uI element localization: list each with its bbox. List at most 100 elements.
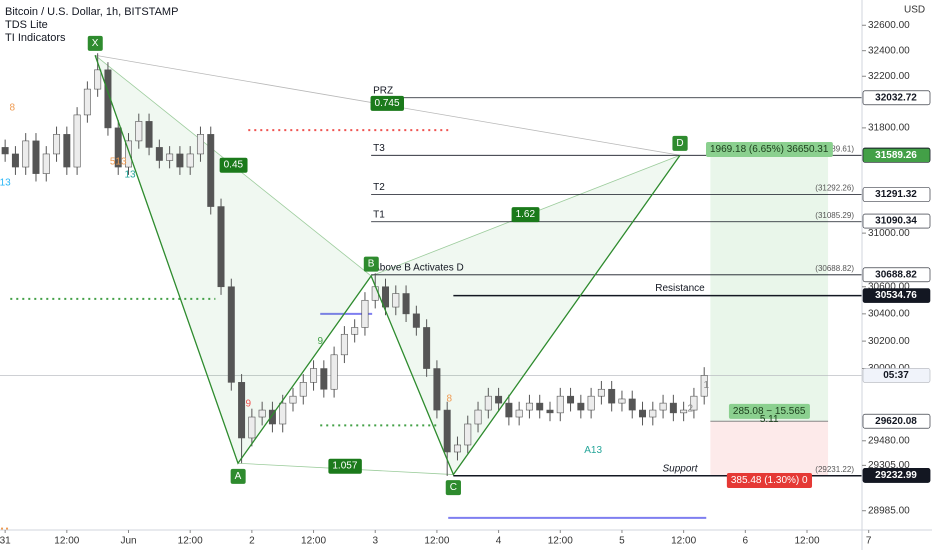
y-tick-label: 31000.00 xyxy=(868,228,910,239)
y-tick-label: 30200.00 xyxy=(868,336,910,347)
x-tick-label: 12:00 xyxy=(794,536,819,547)
candle-body xyxy=(258,409,266,418)
candle-body xyxy=(104,69,112,129)
level-label: T1 xyxy=(373,209,385,220)
x-tick-label: 12:00 xyxy=(548,536,573,547)
indicator-marker: 1 xyxy=(703,380,709,391)
x-tick-label: 12:00 xyxy=(424,536,449,547)
candle-body xyxy=(659,402,667,411)
x-tick-label: Jun xyxy=(120,536,136,547)
level-value: (30688.82) xyxy=(815,264,854,273)
x-tick-label: 31 xyxy=(0,536,11,547)
candle-body xyxy=(423,327,431,369)
stop-label: 385.48 (1.30%) 0 xyxy=(731,475,808,486)
candle-body xyxy=(207,134,215,207)
candle-body xyxy=(196,134,204,155)
candle-body xyxy=(690,395,698,411)
price-axis: 32600.00 32400.00 32200.00 31800.00 31000.00… xyxy=(0,20,931,547)
candle-body xyxy=(155,147,163,161)
candle-body xyxy=(618,398,626,404)
x-tick-label: 12:00 xyxy=(671,536,696,547)
indicator-marker: 2 xyxy=(688,403,694,414)
candle-body xyxy=(114,127,122,168)
level-label: T2 xyxy=(373,182,385,193)
candle-body xyxy=(412,313,420,328)
candle-body xyxy=(32,140,40,174)
stop-label-box xyxy=(726,472,813,488)
target-label-box xyxy=(706,141,833,157)
level-value: (31589.61) xyxy=(815,144,854,153)
candle-body xyxy=(525,402,533,411)
level-label: T3 xyxy=(373,143,385,154)
candle-body xyxy=(433,368,441,411)
pattern-point-label: B xyxy=(368,259,375,270)
candle-body xyxy=(536,402,544,411)
candle-body xyxy=(83,88,91,116)
indicator-name: TI Indicators xyxy=(5,32,66,44)
pattern-point-label: D xyxy=(676,138,683,149)
candle-body xyxy=(279,402,287,425)
indicator-marker: 513 xyxy=(110,156,127,167)
y-tick-label: 29305.00 xyxy=(868,460,910,471)
ratio-label: 0.745 xyxy=(375,98,400,109)
pattern-point-label: A xyxy=(235,471,242,482)
x-tick-label: 12:00 xyxy=(54,536,79,547)
y-tick-label: 30400.00 xyxy=(868,308,910,319)
pattern-point-label: X xyxy=(92,38,99,49)
candle-body xyxy=(176,153,184,168)
candle-body xyxy=(546,409,554,414)
candle-body xyxy=(649,409,657,418)
y-tick-label: 30600.00 xyxy=(868,281,910,292)
candle-body xyxy=(556,395,564,414)
y-tick-label: 32200.00 xyxy=(868,71,910,82)
ratio-label-box xyxy=(370,95,404,111)
price-tag-label: 29232.99 xyxy=(875,470,917,481)
level-label: PRZ xyxy=(373,85,393,96)
x-tick-label: 12:00 xyxy=(178,536,203,547)
ratio-label: 1.057 xyxy=(332,461,357,472)
price-tag xyxy=(862,267,931,283)
indicator-marker: 13 xyxy=(124,170,136,181)
pattern-point-label-box xyxy=(87,35,103,51)
candle-body xyxy=(299,382,307,397)
y-tick-label: 31800.00 xyxy=(868,123,910,134)
level-label: Above B Activates D xyxy=(373,262,464,273)
level-value: (31085.29) xyxy=(815,211,854,220)
candle-body xyxy=(330,354,338,390)
candle-body xyxy=(320,368,328,390)
price-tag xyxy=(862,288,931,303)
x-tick-label: 6 xyxy=(743,536,749,547)
candle-body xyxy=(402,293,410,315)
plot-area: PRZ T3 (31589.61) T2 (31292.26) T1 (31085.29) A… xyxy=(0,35,862,530)
chart-title: Bitcoin / U.S. Dollar, 1h, BITSTAMP xyxy=(5,6,178,18)
candle-body xyxy=(608,388,616,404)
level-value: (31292.26) xyxy=(815,183,854,192)
ratio-label: 1.62 xyxy=(516,209,536,220)
candle-body xyxy=(63,134,71,168)
candle-body xyxy=(351,327,359,335)
candle-body xyxy=(166,153,174,161)
pattern-fill xyxy=(371,155,681,475)
countdown-tag xyxy=(862,368,931,383)
indicator-marker: A13 xyxy=(584,445,602,456)
candle-body xyxy=(669,402,677,414)
price-tag-label: 29620.08 xyxy=(875,416,917,427)
x-tick-label: 4 xyxy=(496,536,502,547)
y-tick-label: 32600.00 xyxy=(868,20,910,31)
candle-body xyxy=(382,286,389,308)
candle-body xyxy=(42,153,50,174)
indicator-name: TDS Lite xyxy=(5,19,48,31)
stop-zone xyxy=(710,421,829,476)
price-tag-label: 30534.76 xyxy=(875,290,917,301)
candle-body xyxy=(145,121,153,148)
level-value: (29231.22) xyxy=(815,465,854,474)
indicator-marker: 13 xyxy=(0,178,11,189)
candle-body xyxy=(238,382,246,439)
candle-body xyxy=(289,395,297,404)
price-tag xyxy=(862,413,931,429)
price-tag xyxy=(862,90,931,106)
stats-label-box xyxy=(728,403,810,419)
candle-body xyxy=(11,153,19,168)
candle-body xyxy=(340,333,348,356)
